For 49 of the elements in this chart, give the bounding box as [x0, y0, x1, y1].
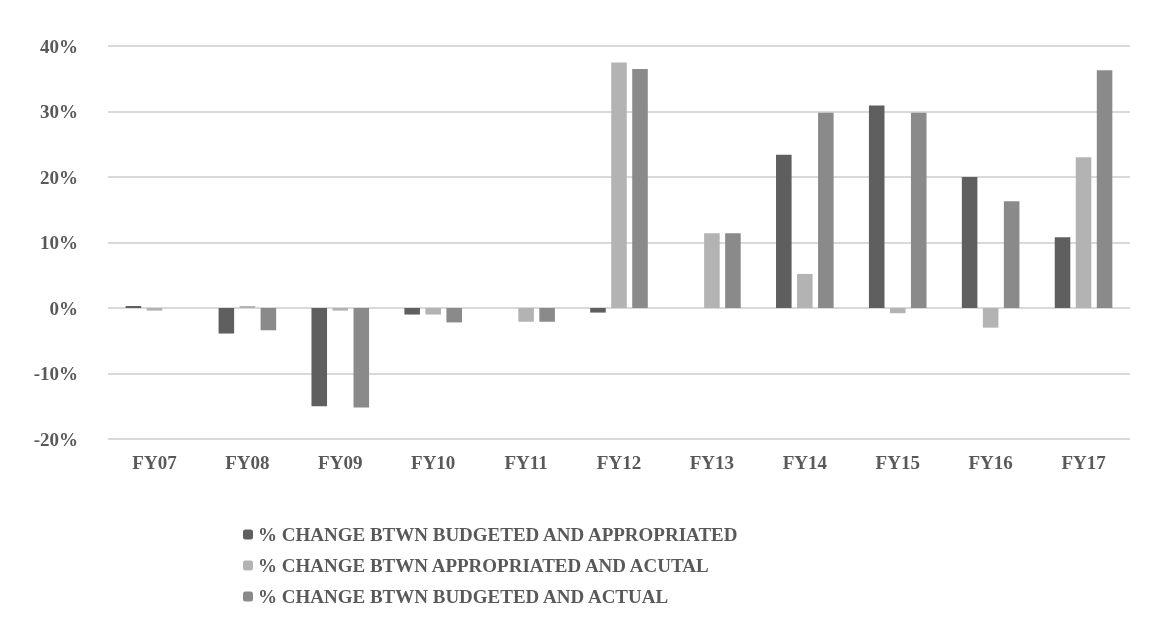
bar: [797, 273, 813, 308]
bar: [868, 105, 885, 308]
bar: [1075, 157, 1092, 308]
y-tick-label: -20%: [33, 428, 78, 450]
bar: [146, 308, 163, 311]
bar: [332, 308, 349, 311]
x-tick-label: FY17: [1061, 452, 1107, 473]
legend-label: % CHANGE BTWN APPROPRIATED AND ACUTAL: [258, 555, 709, 576]
bar: [1003, 201, 1020, 308]
bar: [818, 112, 834, 308]
x-tick-label: FY11: [504, 452, 548, 473]
bar: [725, 233, 741, 308]
bar: [311, 308, 328, 407]
bar: [425, 308, 441, 315]
x-tick-label: FY09: [318, 452, 363, 473]
legend-label: % CHANGE BTWN BUDGETED AND APPROPRIATED: [258, 524, 738, 545]
y-tick-label: 40%: [40, 35, 78, 57]
bar: [611, 62, 627, 308]
x-tick-label: FY12: [596, 452, 642, 473]
x-tick-label: FY14: [782, 452, 828, 473]
x-tick-label: FY13: [689, 452, 735, 473]
bar: [260, 308, 277, 331]
bar: [353, 308, 370, 408]
bar: [446, 308, 462, 323]
bar: [1096, 70, 1113, 308]
y-tick-label: 30%: [40, 101, 78, 122]
x-tick-label: FY16: [968, 452, 1013, 473]
bar: [889, 308, 906, 314]
bar: [1054, 237, 1071, 308]
x-tick-label: FY15: [875, 452, 920, 473]
y-tick-label: 20%: [40, 166, 78, 188]
bar: [539, 308, 555, 322]
x-tick-label: FY08: [225, 452, 270, 473]
legend-label: % CHANGE BTWN BUDGETED AND ACTUAL: [258, 586, 669, 607]
bar: [961, 177, 978, 308]
bar: [218, 308, 235, 334]
bar: [910, 112, 927, 308]
bar: [704, 233, 720, 308]
y-tick-label: -10%: [33, 363, 78, 384]
y-tick-label: 10%: [40, 232, 78, 253]
bar: [518, 308, 534, 322]
x-tick-label: FY07: [132, 452, 178, 473]
y-tick-label: 0%: [49, 297, 78, 319]
bar: [982, 308, 999, 328]
bar: [776, 154, 792, 308]
bar: [632, 68, 648, 308]
x-tick-label: FY10: [411, 452, 456, 473]
bar: [590, 308, 606, 313]
bar: [404, 308, 420, 315]
